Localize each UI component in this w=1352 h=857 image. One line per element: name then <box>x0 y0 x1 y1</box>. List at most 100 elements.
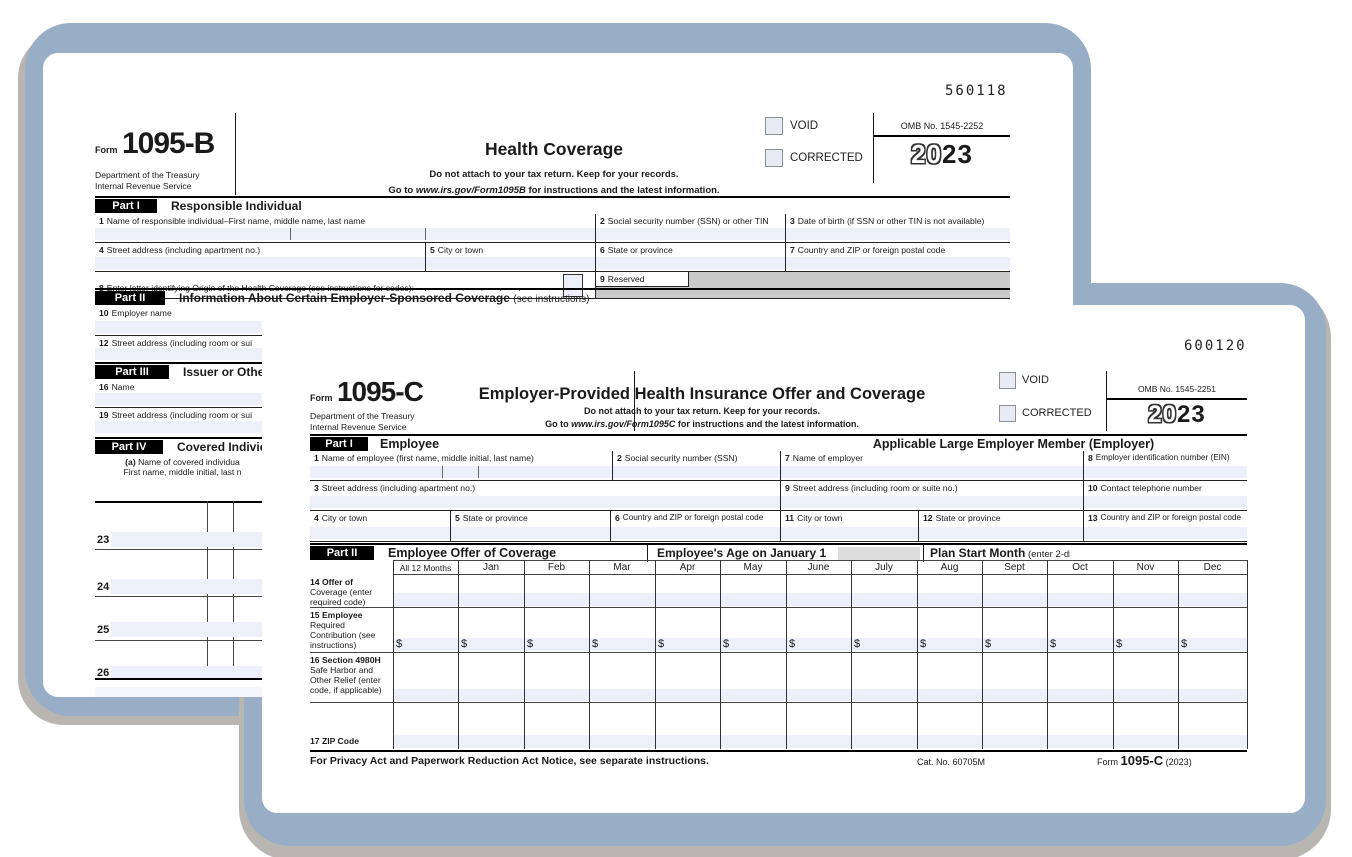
plan-start-month-entry[interactable] <box>1070 547 1247 560</box>
dollar-sign: $ <box>789 638 796 650</box>
c-field-6-label: Country and ZIP or foreign postal code <box>622 513 764 522</box>
line16-l2: Safe Harbor and <box>310 665 374 675</box>
field-3-entry[interactable] <box>786 228 1010 240</box>
c-field-11-entry[interactable] <box>781 527 918 539</box>
field-2-label: Social security number (SSN) or other TI… <box>607 216 769 226</box>
c-field-6-entry[interactable] <box>611 527 780 539</box>
c-field-10: 10 Contact telephone number <box>1083 481 1247 510</box>
field-9-label-box: 9 Reserved <box>596 272 689 287</box>
corrected-label: CORRECTED <box>1022 407 1092 419</box>
c-field-10-entry[interactable] <box>1084 496 1247 508</box>
form-b-warning: Do not attach to your tax return. Keep f… <box>245 169 863 180</box>
name-divider-tick <box>478 466 479 478</box>
month-col-header: Sept <box>1004 562 1025 573</box>
dollar-sign: $ <box>1181 638 1188 650</box>
origin-code-box[interactable] <box>563 274 583 297</box>
month-col-header: Apr <box>679 562 696 573</box>
grid-vline <box>786 560 787 749</box>
c-field-8: 8 Employer identification number (EIN) <box>1083 451 1247 480</box>
grid-line <box>310 702 1247 703</box>
field-6-entry[interactable] <box>596 257 785 269</box>
field-1-label: Name of responsible individual–First nam… <box>106 216 366 226</box>
corrected-checkbox[interactable] <box>765 149 783 167</box>
grid-vline <box>982 560 983 749</box>
c-part1-bar: Part I Employee Applicable Large Employe… <box>310 434 1247 453</box>
col-a-line1: Name of covered individua <box>135 457 240 467</box>
grid-vline <box>1178 560 1179 749</box>
grid-line <box>310 652 1247 653</box>
field-16-number: 16 <box>99 382 109 392</box>
row-1-3: 1 Name of responsible individual–First na… <box>95 214 1010 243</box>
part1-tag: Part I <box>95 199 157 213</box>
covered-row-number: 26 <box>97 667 110 679</box>
month-col-header: Oct <box>1072 562 1088 573</box>
field-9-reserved-cell: 9 Reserved <box>595 272 1010 298</box>
c-part1-title: Employee <box>380 437 440 451</box>
c-field-2-entry[interactable] <box>613 466 780 478</box>
grid-line <box>393 574 1247 575</box>
year-bold: 23 <box>942 139 973 169</box>
field-4-entry[interactable] <box>95 257 425 269</box>
field-7-label: Country and ZIP or foreign postal code <box>797 245 946 255</box>
line16-entry-band[interactable] <box>393 689 1247 701</box>
employee-age-entry[interactable] <box>838 547 920 560</box>
dollar-sign: $ <box>723 638 730 650</box>
line15-entry-band[interactable] <box>393 638 1247 651</box>
void-checkbox[interactable] <box>999 372 1016 389</box>
footer-form-id: Form 1095-C (2023) <box>1097 753 1192 768</box>
grid-vline <box>458 560 459 749</box>
line15-l1: 15 Employee <box>310 610 363 620</box>
c-field-7-label: Name of employer <box>792 453 863 463</box>
covered-row-number: 23 <box>97 534 110 546</box>
corrected-checkbox[interactable] <box>999 405 1016 422</box>
c-field-5: 5 State or province <box>450 511 610 541</box>
void-checkbox[interactable] <box>765 117 783 135</box>
part2-tag: Part II <box>95 291 165 305</box>
field-4-number: 4 <box>99 245 104 255</box>
row-4-7: 4 Street address (including apartment no.… <box>95 243 1010 272</box>
c-field-8-entry[interactable] <box>1084 466 1247 478</box>
field-5-entry[interactable] <box>426 257 595 269</box>
c-field-4-entry[interactable] <box>310 527 450 539</box>
form-b-serial-number: 560118 <box>945 83 1008 99</box>
c-field-11-label: City or town <box>797 513 843 523</box>
line14-l3: required code) <box>310 597 366 607</box>
c-field-13-entry[interactable] <box>1084 527 1247 539</box>
footer-rule <box>310 750 1247 752</box>
field-5: 5 City or town <box>425 243 595 271</box>
year-bold: 23 <box>1177 401 1206 428</box>
covered-col-a-header: (a) Name of covered individua First name… <box>95 457 270 477</box>
form-b-goto-line: Go to www.irs.gov/Form1095B for instruct… <box>245 185 863 196</box>
goto-suffix: for instructions and the latest informat… <box>675 419 859 429</box>
form-b-dept-line1: Department of the Treasury <box>95 170 200 180</box>
part2-divider <box>923 545 924 562</box>
c-field-9-entry[interactable] <box>781 496 1083 508</box>
field-1-entry[interactable] <box>95 228 595 240</box>
field-2-entry[interactable] <box>596 228 785 240</box>
form-b-warning-text: Do not attach to your tax return. Keep f… <box>429 169 679 180</box>
grid-vline <box>1247 560 1248 749</box>
c-field-12-entry[interactable] <box>919 527 1083 539</box>
c-field-7-entry[interactable] <box>781 466 1083 478</box>
line17-entry-band[interactable] <box>393 735 1247 748</box>
line14-entry-band[interactable] <box>393 593 1247 606</box>
line15-label: 15 Employee Required Contribution (see i… <box>310 610 375 650</box>
omb-rule <box>873 135 1010 137</box>
void-label: VOID <box>1022 374 1049 386</box>
month-col-header: Nov <box>1136 562 1155 573</box>
c-field-1-entry[interactable] <box>310 466 612 478</box>
c-field-5-entry[interactable] <box>451 527 610 539</box>
footer-form-number: 1095-C <box>1120 753 1164 768</box>
field-2: 2 Social security number (SSN) or other T… <box>595 214 785 242</box>
field-7-entry[interactable] <box>786 257 1010 269</box>
c-field-13: 13 Country and ZIP or foreign postal code <box>1083 511 1247 541</box>
c-field-3-entry[interactable] <box>310 496 780 508</box>
c-field-2: 2 Social security number (SSN) <box>612 451 780 480</box>
goto-suffix: for instructions and the latest informat… <box>525 185 720 196</box>
omb-rule <box>1106 398 1247 400</box>
line17-text: 17 ZIP Code <box>310 736 360 746</box>
dollar-sign: $ <box>396 638 403 650</box>
field-16-label: Name <box>111 382 135 392</box>
c-field-7: 7 Name of employer <box>780 451 1083 480</box>
form-c-serial-number: 600120 <box>1184 338 1247 354</box>
